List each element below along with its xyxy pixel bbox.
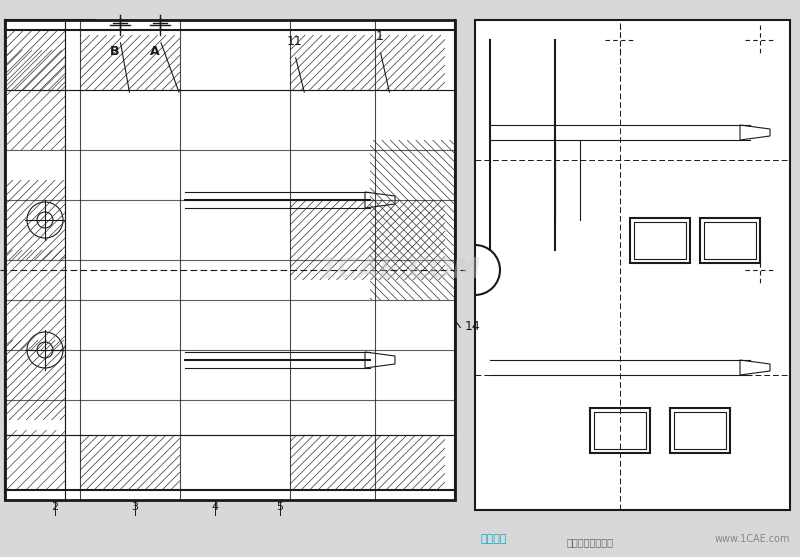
- Bar: [5, 20, 455, 500]
- Text: 14: 14: [465, 320, 481, 333]
- Bar: [5, 20, 95, 500]
- Bar: [5, 430, 65, 490]
- Text: 11: 11: [287, 35, 303, 48]
- Bar: [5, 20, 455, 500]
- Text: 1: 1: [376, 30, 384, 43]
- Text: 5: 5: [277, 502, 283, 512]
- Text: A: A: [150, 45, 160, 58]
- Circle shape: [37, 212, 53, 228]
- Bar: [590, 408, 650, 452]
- Circle shape: [37, 342, 53, 358]
- Circle shape: [27, 332, 63, 368]
- Circle shape: [27, 202, 63, 238]
- Polygon shape: [740, 125, 770, 140]
- Polygon shape: [365, 192, 395, 208]
- Polygon shape: [365, 352, 395, 368]
- Text: www.1CAE.com: www.1CAE.com: [714, 534, 790, 544]
- Bar: [704, 222, 756, 258]
- Text: B: B: [110, 45, 120, 58]
- Bar: [630, 217, 690, 262]
- Bar: [5, 250, 65, 350]
- Text: 3: 3: [131, 502, 138, 512]
- Bar: [700, 217, 760, 262]
- Bar: [674, 412, 726, 448]
- Text: 仿真在线: 仿真在线: [480, 534, 506, 544]
- Text: 4: 4: [211, 502, 218, 512]
- Bar: [475, 20, 790, 510]
- Text: 1CAE.COM: 1CAE.COM: [319, 256, 481, 284]
- Polygon shape: [740, 360, 770, 375]
- Bar: [670, 408, 730, 452]
- Text: 2: 2: [51, 502, 58, 512]
- Bar: [634, 222, 686, 258]
- Bar: [594, 412, 646, 448]
- Text: 仿腾模具仿真数控: 仿腾模具仿真数控: [566, 537, 614, 547]
- Bar: [5, 50, 65, 150]
